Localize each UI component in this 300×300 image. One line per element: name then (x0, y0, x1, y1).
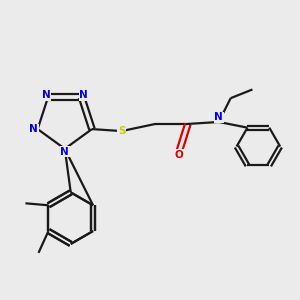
Text: O: O (175, 150, 184, 160)
Text: N: N (60, 147, 69, 157)
Text: S: S (118, 126, 125, 136)
Text: N: N (42, 90, 50, 100)
Text: N: N (29, 124, 38, 134)
Text: N: N (79, 90, 88, 100)
Text: N: N (214, 112, 223, 122)
